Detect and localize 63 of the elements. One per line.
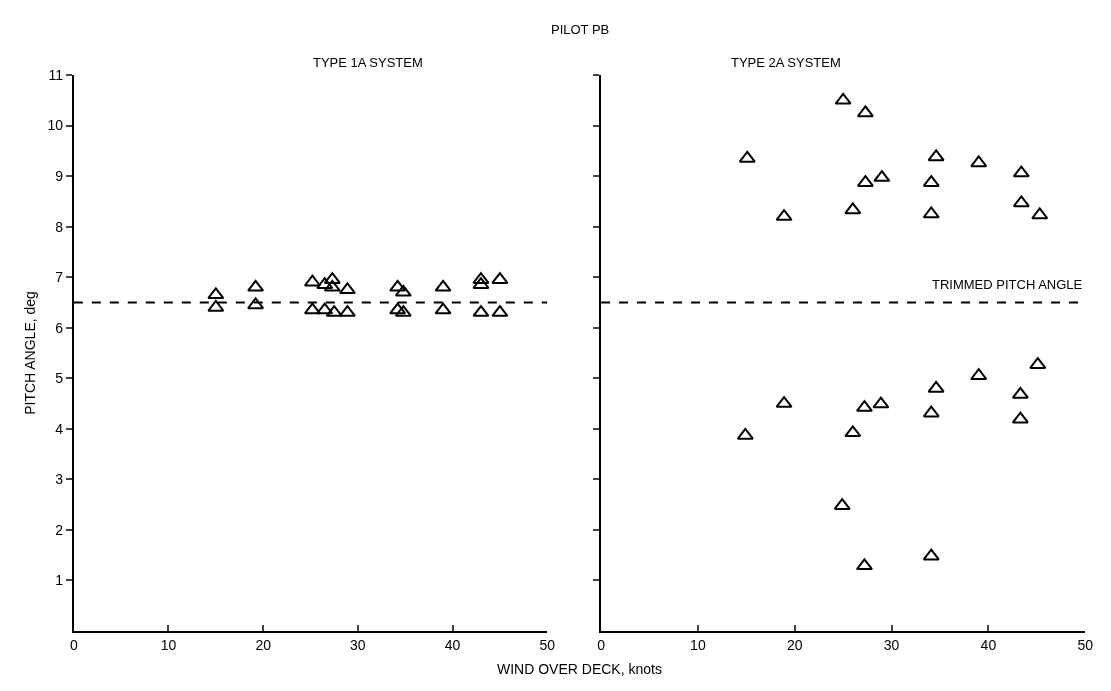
y-tick-label: 1 [55,572,64,589]
point [922,405,940,418]
point [1012,195,1030,208]
x-tick-label: 0 [69,636,78,653]
y-tick-label: 2 [55,521,64,538]
point [1011,411,1029,424]
y-tick-label: 7 [55,269,64,286]
point [1011,386,1029,399]
point [316,277,334,290]
point [927,380,945,393]
y-axis-title: PITCH ANGLE, deg [21,291,38,415]
y-tick-label: 6 [55,319,64,336]
x-tick-label: 30 [883,636,900,653]
point [207,287,225,300]
point [472,277,490,290]
point [844,202,862,215]
x-tick-label: 30 [350,636,366,653]
x-tick-label: 10 [690,636,706,653]
x-axis-title: WIND OVER DECK, knots [497,661,662,677]
y-tick-label: 9 [55,167,64,184]
point [434,279,452,292]
point [1012,165,1030,178]
x-tick-label: 40 [444,636,461,653]
x-tick-label: 50 [1077,636,1094,653]
y-tick-label: 4 [55,420,64,437]
point [927,149,945,162]
point [323,279,341,292]
point [394,284,412,297]
point [338,282,356,295]
point [970,155,988,168]
point [316,302,334,315]
point [736,427,754,440]
point [389,279,407,292]
chart-title: TYPE 2A SYSTEM [731,55,841,70]
point [922,206,940,219]
point [303,274,321,287]
ref-line-label: TRIMMED PITCH ANGLE [932,277,1083,292]
y-tick-label: 10 [47,117,64,134]
text: PILOT PB [551,22,610,37]
point [303,302,321,315]
y-tick-label: 8 [55,218,64,235]
point [434,302,452,315]
point [844,425,862,438]
x-tick-label: 20 [255,636,272,653]
x-tick-label: 20 [786,636,803,653]
point [1031,207,1049,220]
chart-title: TYPE 1A SYSTEM [313,55,423,70]
point [872,396,890,409]
x-tick-label: 10 [160,636,177,653]
x-tick-label: 0 [597,636,606,653]
point [738,150,756,163]
point [856,105,874,118]
y-tick-label: 11 [48,66,64,83]
point [834,92,852,105]
y-tick-label: 5 [55,370,64,387]
point [247,297,265,310]
point [922,548,940,561]
x-tick-label: 50 [539,636,556,653]
y-tick-label: 3 [55,471,64,488]
point [855,558,873,571]
point [389,302,407,315]
x-tick-label: 40 [980,636,997,653]
point [247,279,265,292]
